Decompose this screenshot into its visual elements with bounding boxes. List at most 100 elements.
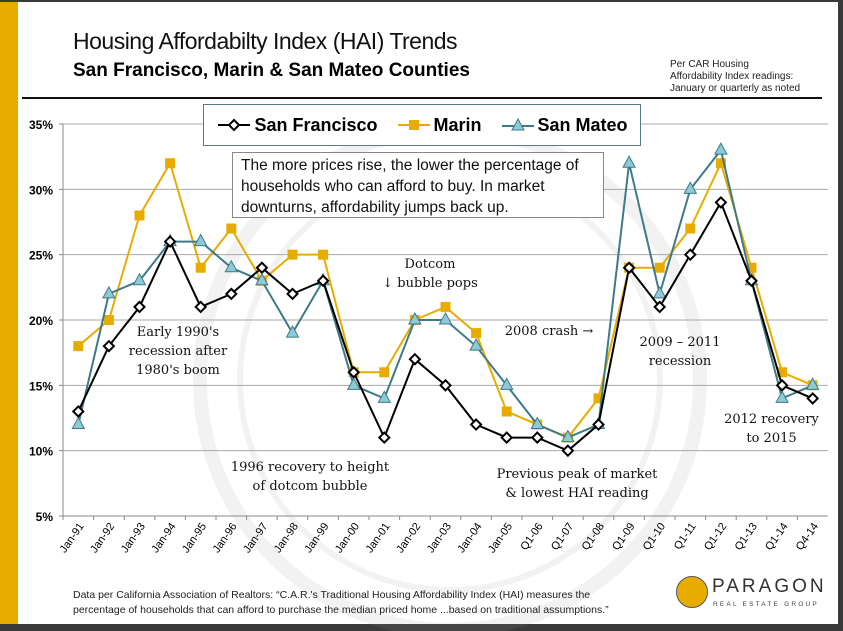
y-tick-label: 10% xyxy=(29,445,53,459)
data-point xyxy=(347,365,361,379)
logo-name: PARAGON xyxy=(712,576,827,597)
data-point xyxy=(286,287,299,301)
data-point xyxy=(132,272,147,286)
data-point xyxy=(133,300,146,314)
annotation-line: recession xyxy=(648,354,712,369)
data-point xyxy=(224,259,239,273)
data-point xyxy=(102,339,116,353)
legend-item-san-francisco: San Francisco xyxy=(216,114,378,136)
legend-label: San Mateo xyxy=(537,114,628,135)
data-point xyxy=(499,377,514,390)
annotation-line: 1996 recovery to height xyxy=(230,460,390,475)
annotation-1996-recovery: 1996 recovery to height of dotcom bubble xyxy=(215,458,405,496)
legend-item-san-mateo: San Mateo xyxy=(500,115,628,136)
data-point xyxy=(438,311,453,325)
data-point xyxy=(593,393,604,404)
data-point xyxy=(163,235,177,249)
data-point xyxy=(683,181,698,194)
data-point xyxy=(654,262,665,273)
data-point xyxy=(193,233,208,247)
annotation-line: 2012 recovery xyxy=(724,412,819,427)
x-tick-label: Q1-06 xyxy=(518,521,545,553)
x-tick-label: Jan-05 xyxy=(486,521,515,555)
x-tick-label: Jan-95 xyxy=(180,521,209,555)
x-tick-label: Q1-14 xyxy=(763,521,790,553)
annotation-line: Dotcom xyxy=(404,257,456,272)
data-point xyxy=(775,390,789,403)
annotation-line: & lowest HAI reading xyxy=(505,486,649,501)
legend-label: San Francisco xyxy=(254,114,378,135)
data-point xyxy=(440,301,451,312)
data-point xyxy=(318,249,329,260)
data-point xyxy=(775,378,789,392)
data-point xyxy=(255,272,269,286)
footer-line: Data per California Association of Realt… xyxy=(73,589,591,601)
data-point xyxy=(165,158,176,169)
data-point xyxy=(530,431,544,445)
annotation-line: recession after xyxy=(128,344,228,359)
data-point xyxy=(346,377,361,390)
annotation-line: to 2015 xyxy=(746,431,797,446)
data-point xyxy=(134,210,145,221)
data-point xyxy=(715,158,726,169)
title-divider xyxy=(22,97,822,99)
x-tick-label: Jan-98 xyxy=(272,521,301,555)
series-san-francisco xyxy=(71,195,820,458)
triangle-marker-icon xyxy=(501,118,534,131)
legend-item-marin: Marin xyxy=(396,115,482,136)
y-tick-label: 15% xyxy=(29,379,53,393)
x-tick-label: Jan-01 xyxy=(364,521,393,555)
x-tick-label: Jan-94 xyxy=(149,521,178,555)
data-point xyxy=(592,418,605,431)
accent-bar xyxy=(0,2,18,624)
data-point xyxy=(471,328,482,339)
data-point xyxy=(652,285,667,299)
note-line: Per CAR Housing xyxy=(670,59,749,70)
data-point xyxy=(777,367,788,378)
data-point xyxy=(622,261,636,275)
data-point xyxy=(379,367,390,378)
data-point xyxy=(806,391,820,405)
data-point xyxy=(746,262,757,273)
annotation-early-1990s: Early 1990's recession after 1980's boom xyxy=(118,323,238,380)
data-point xyxy=(500,431,514,445)
data-point xyxy=(469,338,483,351)
data-point xyxy=(714,142,728,155)
data-point xyxy=(224,287,238,301)
data-point xyxy=(194,300,208,314)
note-line: Affordability Index readings: xyxy=(670,71,794,82)
data-point xyxy=(195,262,206,273)
logo-mark-icon xyxy=(676,576,708,608)
source-note: Per CAR Housing Affordability Index read… xyxy=(670,59,800,95)
y-tick-label: 5% xyxy=(36,510,54,524)
x-tick-label: Jan-93 xyxy=(119,521,148,555)
legend-label: Marin xyxy=(433,114,482,135)
x-tick-label: Q1-08 xyxy=(580,521,607,553)
x-tick-label: Jan-02 xyxy=(394,521,423,555)
data-point xyxy=(530,416,545,430)
annotation-line: 2008 crash → xyxy=(504,324,594,339)
annotation-previous-peak: Previous peak of market & lowest HAI read… xyxy=(482,465,672,503)
data-point xyxy=(501,406,512,417)
note-line: January or quarterly as noted xyxy=(670,83,801,94)
data-point xyxy=(71,405,85,418)
x-tick-label: Q1-13 xyxy=(733,521,760,553)
annotation-line: Previous peak of market xyxy=(496,467,658,482)
annotation-2009-2011: 2009 – 2011 recession xyxy=(625,333,735,371)
data-point xyxy=(653,300,667,314)
data-point xyxy=(226,223,237,234)
annotation-2012-recovery: 2012 recovery to 2015 xyxy=(714,410,829,448)
data-point xyxy=(561,429,575,443)
data-point xyxy=(745,274,758,288)
annotation-line: 1980's boom xyxy=(136,363,220,378)
callout-box: The more prices rise, the lower the perc… xyxy=(232,152,604,218)
data-point xyxy=(685,223,696,234)
x-tick-label: Jan-96 xyxy=(211,521,240,555)
x-tick-label: Jan-03 xyxy=(425,521,454,555)
data-point xyxy=(561,444,575,458)
annotation-line: ↓ bubble pops xyxy=(382,276,478,291)
x-tick-label: Jan-91 xyxy=(58,521,87,555)
annotation-line: of dotcom bubble xyxy=(252,479,368,494)
logo-sub: REAL ESTATE GROUP xyxy=(713,601,819,608)
y-tick-label: 25% xyxy=(29,249,53,263)
